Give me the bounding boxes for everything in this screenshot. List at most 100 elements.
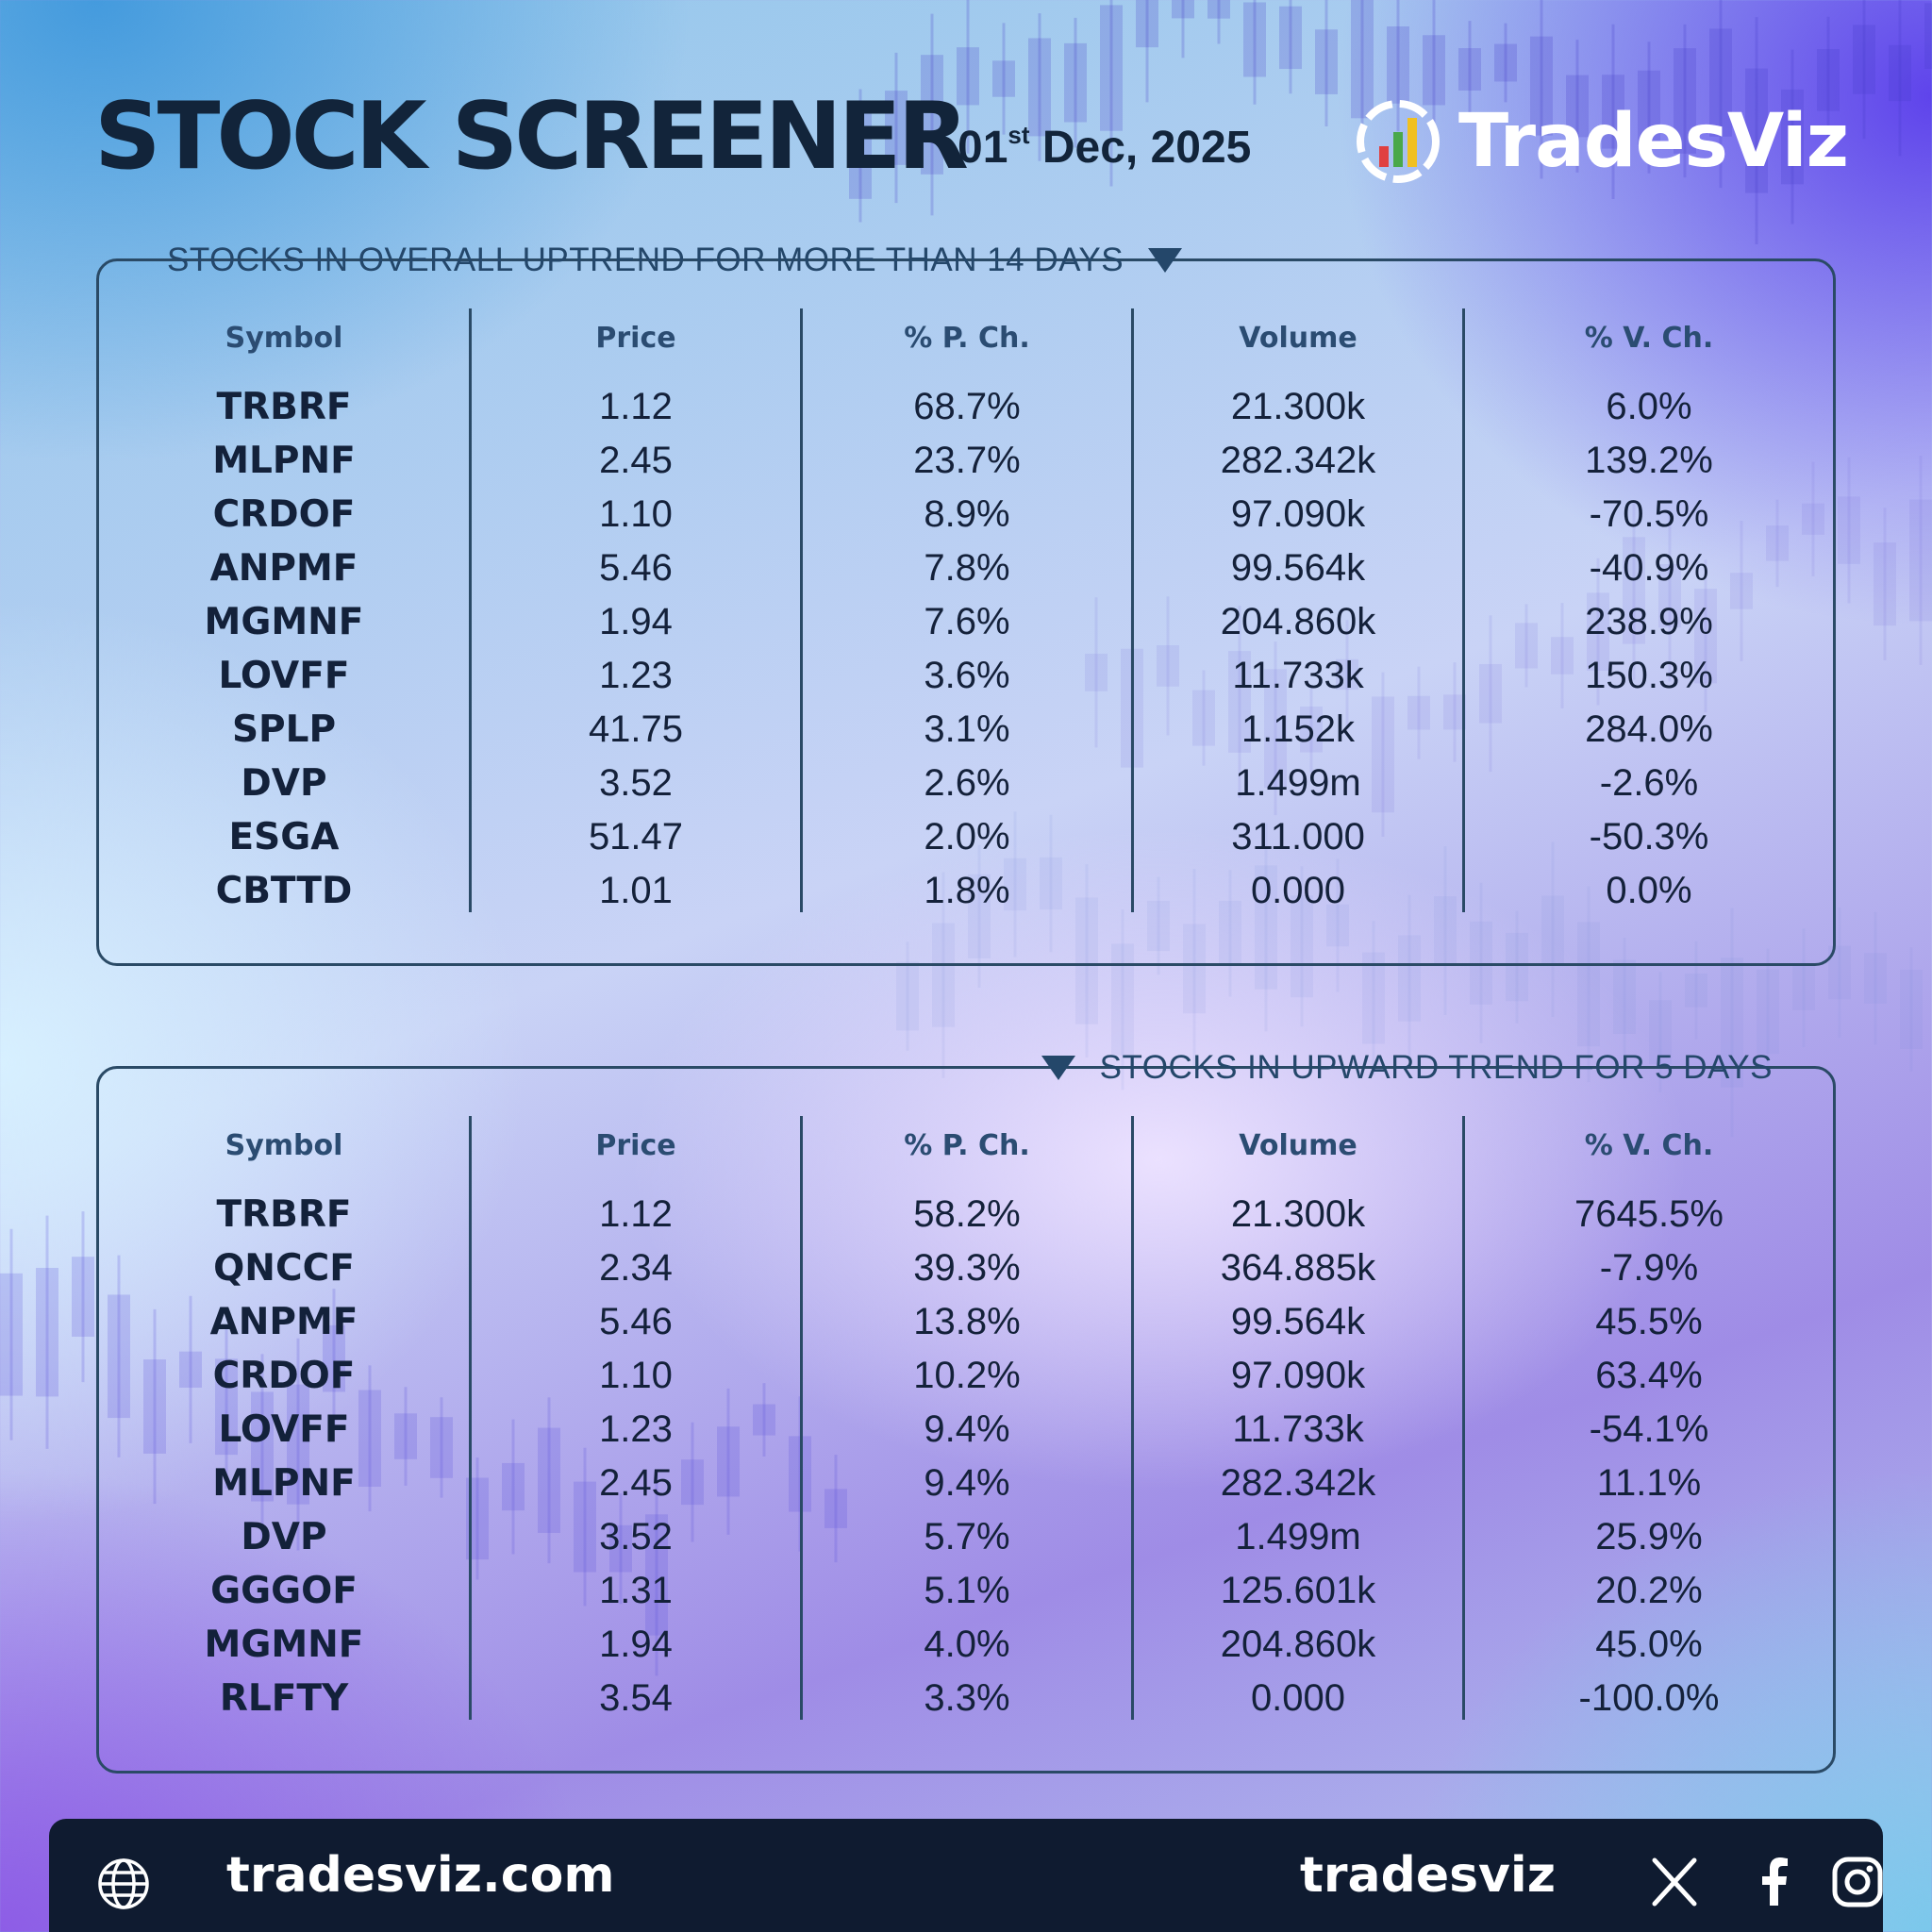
cell-symbol: ANPMF [209, 547, 358, 590]
cell-symbol: LOVFF [218, 655, 350, 697]
date-day: 01 [958, 123, 1008, 173]
cell-volume-change: -54.1% [1589, 1408, 1709, 1450]
background-candle [72, 1211, 94, 1383]
uptrend-14-days-panel: STOCKS IN OVERALL UPTREND FOR MORE THAN … [96, 242, 1836, 966]
cell-volume: 11.733k [1232, 655, 1364, 696]
cell-price-change: 7.6% [924, 601, 1010, 642]
column-header-price: Price [595, 322, 676, 355]
footer-bar: tradesviz.com tradesviz [49, 1819, 1883, 1932]
cell-price: 1.12 [599, 1193, 673, 1235]
column-header-volume: Volume [1239, 1129, 1357, 1162]
cell-volume: 125.601k [1220, 1570, 1376, 1611]
cell-price-change: 10.2% [913, 1355, 1021, 1396]
column-price: Price 1.12 2.45 1.10 5.46 1.94 1.23 41.75 3.52 51… [469, 308, 800, 912]
section-title: STOCKS IN OVERALL UPTREND FOR MORE THAN … [146, 237, 1203, 284]
cell-price: 41.75 [588, 708, 684, 750]
globe-icon [98, 1858, 149, 1909]
cell-symbol: MGMNF [204, 601, 364, 643]
background-candle [1874, 508, 1896, 661]
cell-symbol: QNCCF [213, 1247, 355, 1290]
instagram-icon[interactable] [1830, 1855, 1885, 1909]
social-handle[interactable]: tradesviz [1300, 1847, 1557, 1904]
background-candle [1838, 457, 1860, 604]
cell-price: 1.94 [599, 601, 673, 642]
cell-price-change: 39.3% [913, 1247, 1021, 1289]
website-link[interactable]: tradesviz.com [226, 1847, 615, 1904]
cell-symbol: CRDOF [212, 1355, 356, 1397]
cell-price-change: 5.7% [924, 1516, 1010, 1557]
cell-volume: 0.000 [1250, 870, 1346, 911]
cell-volume: 99.564k [1230, 547, 1366, 589]
column-volume-change: % V. Ch. 7645.5% -7.9% 45.5% 63.4% -54.1% 11.1… [1462, 1116, 1833, 1720]
cell-volume-change: 7645.5% [1574, 1193, 1724, 1235]
cell-volume: 99.564k [1230, 1301, 1366, 1342]
cell-volume: 21.300k [1230, 1193, 1366, 1235]
cell-price-change: 3.1% [924, 708, 1010, 750]
cell-price: 1.31 [599, 1570, 673, 1611]
cell-price-change: 13.8% [913, 1301, 1021, 1342]
column-header-volume-change: % V. Ch. [1584, 1129, 1714, 1162]
cell-price-change: 23.7% [913, 440, 1021, 481]
cell-symbol: ESGA [228, 816, 340, 858]
column-header-price-change: % P. Ch. [904, 322, 1030, 355]
background-candle [1315, 0, 1338, 126]
cell-volume-change: 150.3% [1585, 655, 1713, 696]
cell-volume: 1.499m [1235, 1516, 1361, 1557]
column-symbol: Symbol TRBRF MLPNF CRDOF ANPMF MGMNF LOVFF SPLP… [99, 308, 469, 912]
cell-volume: 204.860k [1220, 1624, 1376, 1665]
cell-volume: 97.090k [1230, 1355, 1366, 1396]
cell-price-change: 9.4% [924, 1408, 1010, 1450]
cell-price-change: 1.8% [924, 870, 1010, 911]
cell-volume-change: 45.0% [1595, 1624, 1703, 1665]
cell-volume: 1.499m [1235, 762, 1361, 804]
x-icon[interactable] [1647, 1855, 1702, 1909]
uptrend-5-days-panel: STOCKS IN UPWARD TREND FOR 5 DAYS Symbol… [96, 1049, 1836, 1774]
brand-name: TradesViz [1458, 99, 1849, 184]
cell-symbol: TRBRF [216, 386, 352, 428]
cell-volume-change: -70.5% [1589, 493, 1709, 535]
cell-price-change: 8.9% [924, 493, 1010, 535]
background-candle [1243, 0, 1266, 105]
cell-volume: 282.342k [1220, 1462, 1376, 1504]
page-title: STOCK SCREENER [94, 83, 969, 191]
cell-price: 1.10 [599, 493, 673, 535]
cell-volume: 204.860k [1220, 601, 1376, 642]
cell-symbol: RLFTY [219, 1677, 349, 1720]
section-title: STOCKS IN UPWARD TREND FOR 5 DAYS [1021, 1044, 1793, 1091]
cell-symbol: MGMNF [204, 1624, 364, 1666]
cell-volume-change: 45.5% [1595, 1301, 1703, 1342]
cell-price-change: 2.6% [924, 762, 1010, 804]
column-header-price-change: % P. Ch. [904, 1129, 1030, 1162]
cell-symbol: CRDOF [212, 493, 356, 536]
cell-volume-change: 6.0% [1606, 386, 1692, 427]
cell-volume-change: -40.9% [1589, 547, 1709, 589]
cell-price: 51.47 [588, 816, 684, 858]
cell-volume-change: 63.4% [1595, 1355, 1703, 1396]
column-volume: Volume 21.300k 364.885k 99.564k 97.090k 11.73… [1131, 1116, 1462, 1720]
cell-symbol: GGGOF [210, 1570, 358, 1612]
facebook-icon[interactable] [1747, 1855, 1802, 1909]
column-header-symbol: Symbol [225, 322, 343, 355]
cell-price: 1.12 [599, 386, 673, 427]
column-price: Price 1.12 2.34 5.46 1.10 1.23 2.45 3.52 1.31 1.9… [469, 1116, 800, 1720]
cell-price: 5.46 [599, 547, 673, 589]
column-volume: Volume 21.300k 282.342k 97.090k 99.564k 204.8… [1131, 308, 1462, 912]
background-candle [1208, 0, 1230, 44]
column-volume-change: % V. Ch. 6.0% 139.2% -70.5% -40.9% 238.9% 150.… [1462, 308, 1833, 912]
cell-volume-change: -7.9% [1599, 1247, 1699, 1289]
date-rest: Dec, 2025 [1029, 123, 1252, 173]
section-title-text: STOCKS IN OVERALL UPTREND FOR MORE THAN … [167, 242, 1124, 278]
cell-price: 1.10 [599, 1355, 673, 1396]
cell-volume-change: 25.9% [1595, 1516, 1703, 1557]
cell-volume-change: 284.0% [1585, 708, 1713, 750]
cell-volume: 97.090k [1230, 493, 1366, 535]
cell-symbol: DVP [241, 1516, 327, 1558]
cell-volume: 21.300k [1230, 386, 1366, 427]
background-candle [1864, 911, 1887, 1045]
cell-price-change: 2.0% [924, 816, 1010, 858]
cell-volume: 311.000 [1231, 816, 1365, 858]
cell-symbol: DVP [241, 762, 327, 805]
cell-price: 1.01 [599, 870, 673, 911]
cell-price-change: 58.2% [913, 1193, 1021, 1235]
background-candle [1900, 947, 1923, 1072]
